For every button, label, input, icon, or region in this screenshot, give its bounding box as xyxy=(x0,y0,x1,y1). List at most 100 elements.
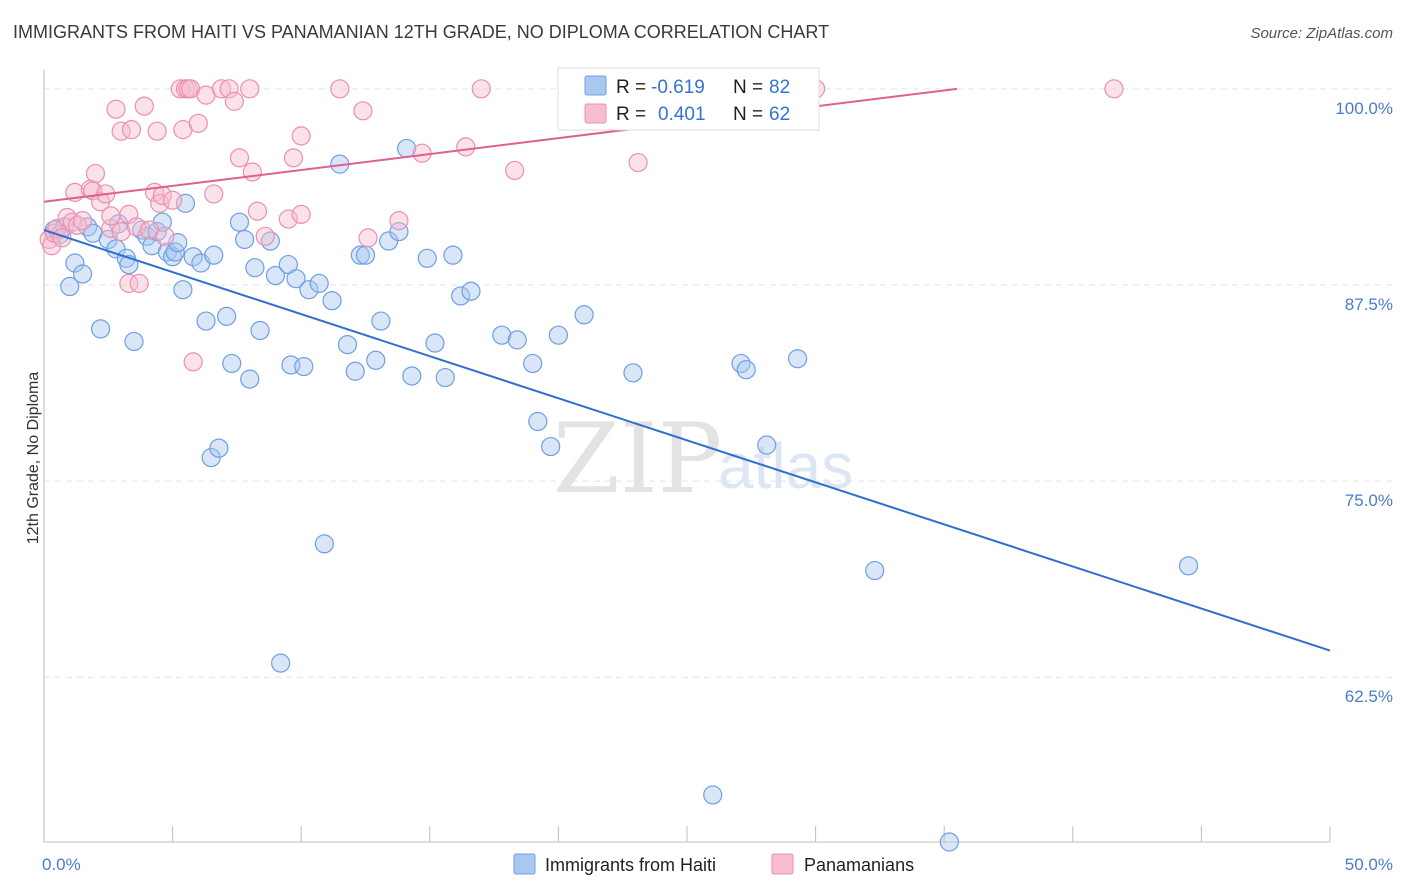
y-tick-label-0: 100.0% xyxy=(1335,99,1393,118)
panamanians-point-53 xyxy=(291,126,311,146)
y-tick-label-3: 62.5% xyxy=(1345,687,1393,706)
panamanians-point-32 xyxy=(163,190,183,210)
panamanians-point-62 xyxy=(628,152,648,173)
legend-r-value-haiti: -0.619 xyxy=(651,77,705,98)
haiti-point-58 xyxy=(389,222,409,242)
haiti-point-65 xyxy=(451,286,471,306)
panamanians-point-61 xyxy=(505,160,525,181)
haiti-point-53 xyxy=(350,245,370,265)
haiti-point-45 xyxy=(294,356,314,377)
haiti-point-5 xyxy=(72,264,93,284)
panamanians-point-55 xyxy=(353,101,373,121)
legend-swatch-panamanians xyxy=(584,103,607,124)
haiti-point-54 xyxy=(355,245,376,265)
panamanians-point-18 xyxy=(111,121,131,141)
haiti-point-33 xyxy=(222,353,242,374)
haiti-point-38 xyxy=(250,320,270,341)
haiti-point-64 xyxy=(443,245,463,265)
panamanians-point-58 xyxy=(412,143,432,163)
haiti-point-78 xyxy=(757,435,777,455)
haiti-point-26 xyxy=(183,247,203,267)
legend-swatch-haiti xyxy=(584,75,607,96)
panamanians-point-1 xyxy=(42,236,62,256)
chart-title: IMMIGRANTS FROM HAITI VS PANAMANIAN 12TH… xyxy=(13,22,829,42)
legend-r-label-haiti: R = xyxy=(616,77,646,98)
panamanians-point-33 xyxy=(170,79,190,99)
haiti-point-51 xyxy=(337,334,358,355)
haiti-point-40 xyxy=(265,265,286,286)
haiti-point-47 xyxy=(309,273,329,293)
x-tick-label-0: 0.0% xyxy=(42,855,81,874)
haiti-point-72 xyxy=(548,325,569,345)
panamanians-point-17 xyxy=(106,99,126,119)
haiti-point-15 xyxy=(132,220,152,240)
panamanians-point-6 xyxy=(62,212,82,232)
panamanians-point-19 xyxy=(111,222,131,242)
haiti-point-8 xyxy=(90,319,111,339)
haiti-point-24 xyxy=(173,280,193,300)
trend-line-haiti xyxy=(43,229,1331,652)
watermark-atlas: atlas xyxy=(718,430,853,502)
legend-r-value-panamanians: 0.401 xyxy=(658,104,706,125)
haiti-point-3 xyxy=(60,276,80,297)
panamanians-point-16 xyxy=(101,206,121,226)
haiti-point-61 xyxy=(417,248,437,268)
haiti-point-82 xyxy=(1178,556,1199,576)
panamanians-point-46 xyxy=(240,79,260,99)
haiti-point-30 xyxy=(204,245,224,265)
haiti-point-71 xyxy=(541,436,561,457)
haiti-point-35 xyxy=(235,229,255,250)
haiti-point-63 xyxy=(435,367,455,388)
haiti-point-41 xyxy=(271,653,291,673)
y-axis-label: 12th Grade, No Diploma xyxy=(25,372,42,545)
panamanians-point-57 xyxy=(389,211,409,231)
panamanians-point-59 xyxy=(456,137,476,157)
panamanians-point-49 xyxy=(255,226,275,246)
haiti-point-48 xyxy=(314,534,334,554)
haiti-point-56 xyxy=(371,311,391,331)
legend-n-label-panamanians: N = xyxy=(733,104,763,125)
panamanians-point-9 xyxy=(72,211,93,231)
haiti-point-69 xyxy=(523,353,543,374)
haiti-point-62 xyxy=(425,333,445,353)
haiti-point-76 xyxy=(731,353,751,374)
haiti-point-37 xyxy=(245,258,265,278)
panamanians-point-45 xyxy=(229,148,250,168)
panamanians-point-28 xyxy=(147,121,167,141)
panamanians-point-52 xyxy=(291,204,311,224)
haiti-point-60 xyxy=(402,366,422,386)
haiti-point-34 xyxy=(229,212,250,232)
haiti-point-68 xyxy=(507,330,527,350)
y-tick-label-2: 75.0% xyxy=(1345,491,1393,510)
haiti-point-74 xyxy=(623,363,643,383)
panamanians-point-21 xyxy=(119,273,139,293)
panamanians-point-22 xyxy=(121,120,142,140)
haiti-point-81 xyxy=(939,832,959,852)
panamanians-point-39 xyxy=(188,113,208,133)
x-tick-labels: 0.0% 50.0% xyxy=(42,855,1393,874)
haiti-point-79 xyxy=(787,349,808,369)
panamanians-point-56 xyxy=(358,228,378,248)
legend-n-label-haiti: N = xyxy=(733,77,763,98)
panamanians-point-31 xyxy=(155,226,175,246)
haiti-point-46 xyxy=(299,280,319,300)
panamanians-point-50 xyxy=(278,209,298,229)
haiti-point-77 xyxy=(736,360,756,380)
panamanians-point-25 xyxy=(134,96,154,116)
series-panamanians-points xyxy=(39,79,1124,372)
panamanians-point-41 xyxy=(204,184,224,204)
panamanians-point-48 xyxy=(247,201,268,221)
haiti-point-36 xyxy=(240,369,260,389)
panamanians-point-12 xyxy=(85,163,106,184)
panamanians-point-24 xyxy=(129,273,149,293)
stats-legend: R = -0.619 N = 82 R = 0.401 N = 62 xyxy=(557,67,820,131)
haiti-point-14 xyxy=(124,331,144,352)
y-tick-labels: 100.0% 87.5% 75.0% 62.5% xyxy=(1335,99,1393,706)
haiti-point-32 xyxy=(217,306,237,326)
haiti-point-55 xyxy=(366,350,386,370)
haiti-point-44 xyxy=(286,269,306,289)
panamanians-point-38 xyxy=(183,352,203,372)
panamanians-point-44 xyxy=(224,91,244,111)
legend-r-label-panamanians: R = xyxy=(616,104,646,125)
